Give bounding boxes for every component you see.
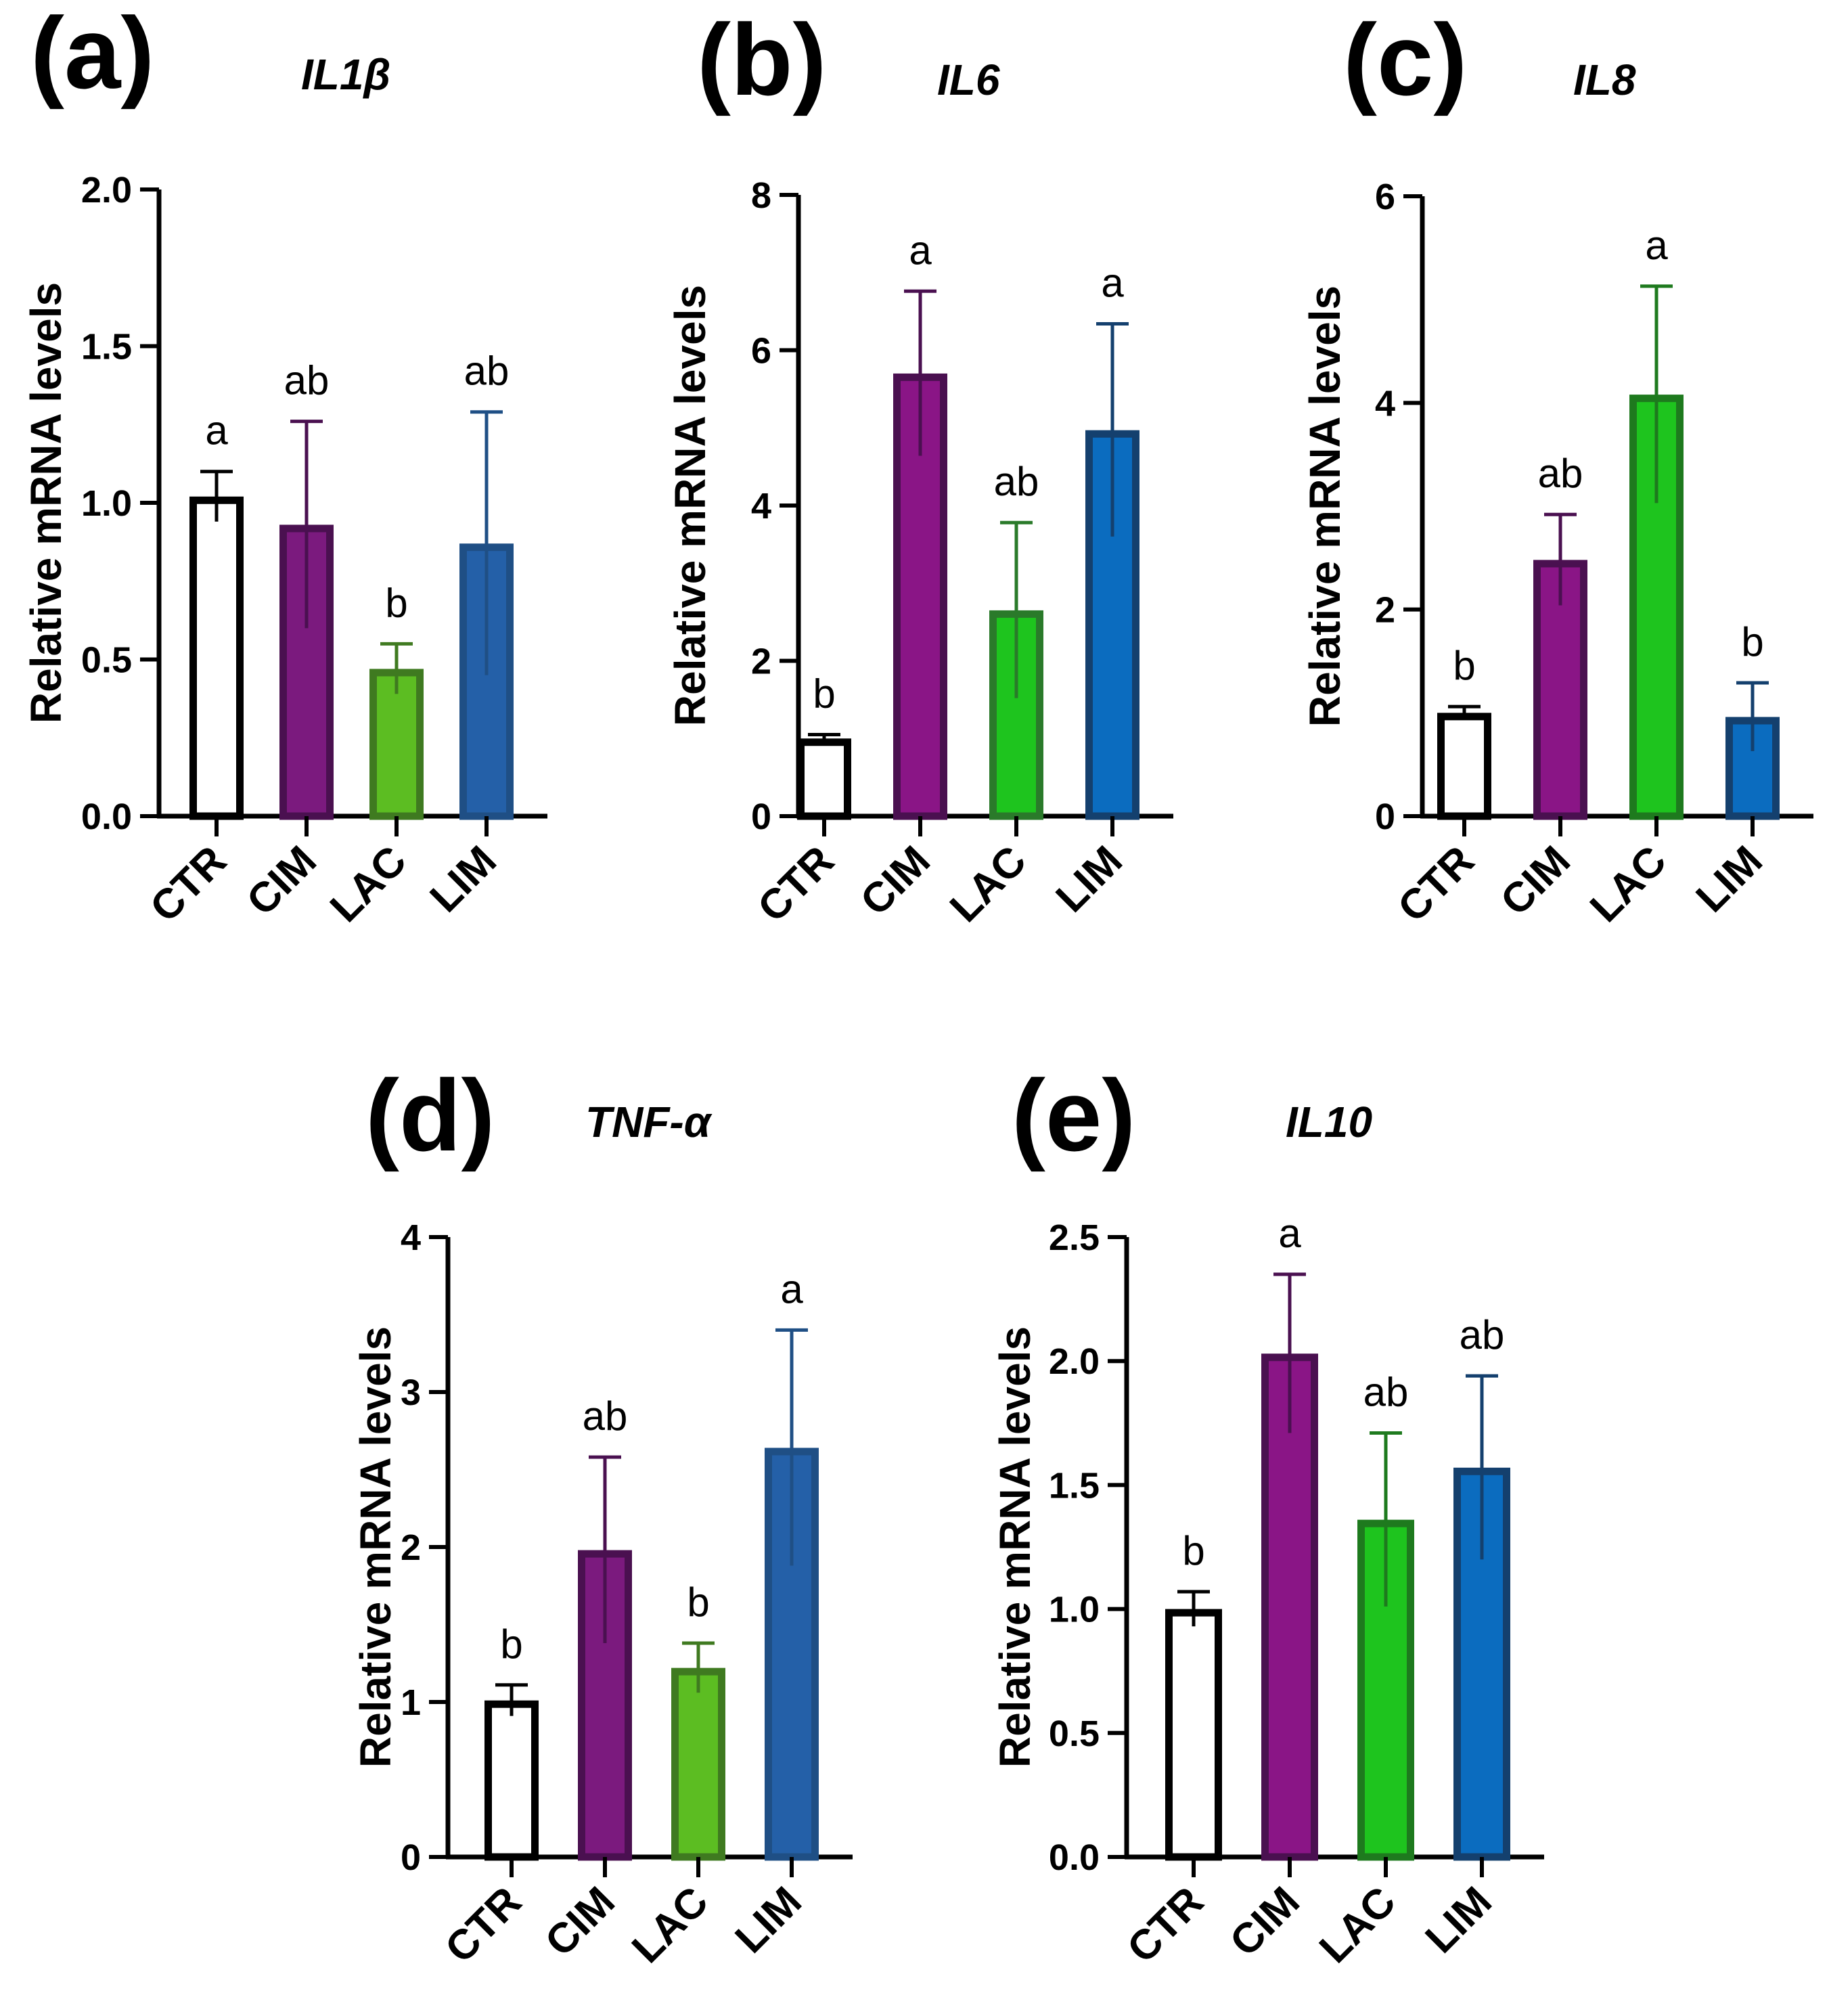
y-tick-label: 2.0 [1049, 1341, 1100, 1382]
y-tick-label: 3 [401, 1372, 421, 1413]
y-axis-label: Relative mRNA levels [351, 1326, 400, 1768]
significance-label: a [780, 1266, 803, 1312]
significance-label: ab [994, 459, 1039, 504]
y-tick-label: 6 [751, 331, 771, 372]
x-tick-label: LAC [321, 837, 415, 931]
x-tick-label: CIM [1492, 837, 1579, 924]
significance-label: b [1182, 1528, 1204, 1573]
x-tick-label: LAC [623, 1878, 717, 1972]
significance-label: ab [583, 1393, 628, 1439]
panel-letter: (d) [365, 1058, 495, 1172]
significance-label: a [909, 227, 932, 273]
y-tick-label: 2.0 [81, 170, 132, 210]
panel-a: (a) IL1β Relative mRNA levels 0.0 0.5 1.0 1.5 2… [22, 0, 547, 931]
panel-title: TNF-α [585, 1098, 713, 1146]
significance-label: b [687, 1580, 709, 1625]
panel-title: IL6 [937, 55, 1000, 104]
significance-label: ab [464, 349, 510, 394]
y-axis-label: Relative mRNA levels [666, 285, 715, 726]
x-tick-label: LIM [422, 837, 505, 921]
panel-b: (b) IL6 Relative mRNA levels 0 2 4 6 8 b CTR a CIM a… [666, 3, 1173, 931]
significance-label: ab [1460, 1312, 1505, 1358]
y-tick-label: 4 [1375, 383, 1395, 424]
x-tick-label: LIM [1417, 1878, 1501, 1962]
x-tick-label: CIM [852, 837, 939, 924]
y-tick-label: 2.5 [1049, 1217, 1100, 1258]
x-tick-label: LAC [941, 837, 1035, 931]
bar-cim [1261, 1353, 1318, 1861]
significance-label: a [1101, 260, 1124, 305]
panel-letter: (e) [1012, 1058, 1135, 1172]
panel-letter: (b) [697, 3, 827, 116]
significance-label: b [1741, 619, 1763, 665]
y-tick-label: 1.0 [81, 483, 132, 524]
y-axis-label: Relative mRNA levels [1301, 286, 1349, 727]
x-tick-label: CTR [749, 837, 843, 931]
y-tick-label: 1.0 [1049, 1590, 1100, 1630]
panel-e: (e) IL10 Relative mRNA levels 0.0 0.5 1.0 1.5 2… [991, 1058, 1544, 1972]
y-tick-label: 2 [1375, 590, 1395, 631]
bar-ctr [484, 1700, 539, 1861]
y-tick-label: 0 [751, 797, 771, 837]
y-tick-label: 8 [751, 175, 771, 216]
x-tick-label: LIM [1688, 837, 1771, 921]
x-tick-label: LIM [727, 1878, 811, 1962]
significance-label: b [813, 671, 835, 717]
y-tick-label: 4 [751, 486, 771, 527]
x-tick-label: CTR [1119, 1878, 1213, 1972]
y-tick-label: 1 [401, 1682, 421, 1723]
significance-label: a [1278, 1211, 1301, 1256]
y-tick-label: 0 [401, 1837, 421, 1878]
y-tick-label: 0 [1375, 797, 1395, 837]
significance-label: ab [1363, 1369, 1409, 1414]
panel-title: IL10 [1286, 1098, 1372, 1146]
x-tick-label: CIM [238, 837, 325, 924]
y-tick-label: 1.5 [1049, 1465, 1100, 1506]
panel-letter: (a) [30, 0, 154, 110]
y-tick-label: 6 [1375, 177, 1395, 217]
y-tick-label: 0.5 [1049, 1713, 1100, 1754]
x-tick-label: LIM [1047, 837, 1131, 921]
bar-ctr [1437, 713, 1491, 820]
significance-label: b [1453, 643, 1475, 688]
y-axis-label: Relative mRNA levels [22, 282, 70, 723]
x-tick-label: CTR [1389, 837, 1483, 931]
x-tick-label: CIM [537, 1878, 624, 1965]
significance-label: ab [284, 358, 330, 403]
significance-label: a [205, 408, 228, 453]
y-tick-label: 2 [401, 1527, 421, 1568]
x-tick-label: LAC [1581, 837, 1675, 931]
panel-title: IL1β [301, 50, 390, 99]
bar-ctr [189, 496, 244, 820]
bar-ctr [1165, 1609, 1222, 1861]
bar-lac [671, 1667, 725, 1861]
x-tick-label: CIM [1221, 1878, 1309, 1965]
significance-label: b [385, 580, 407, 625]
y-axis-label: Relative mRNA levels [991, 1326, 1039, 1768]
y-tick-label: 0.0 [81, 797, 132, 837]
bar-lac [369, 669, 424, 820]
y-tick-label: 4 [401, 1217, 421, 1258]
y-tick-label: 0.0 [1049, 1837, 1100, 1878]
y-tick-label: 1.5 [81, 327, 132, 367]
panel-letter: (c) [1343, 3, 1467, 116]
panel-title: IL8 [1573, 55, 1636, 104]
y-tick-label: 2 [751, 642, 771, 682]
x-tick-label: LAC [1311, 1878, 1405, 1972]
x-tick-label: CTR [141, 837, 235, 931]
significance-label: a [1645, 223, 1668, 268]
bar-ctr [797, 738, 851, 820]
x-tick-label: CTR [436, 1878, 530, 1972]
significance-label: ab [1538, 451, 1583, 496]
significance-label: b [500, 1621, 522, 1667]
y-tick-label: 0.5 [81, 640, 132, 681]
